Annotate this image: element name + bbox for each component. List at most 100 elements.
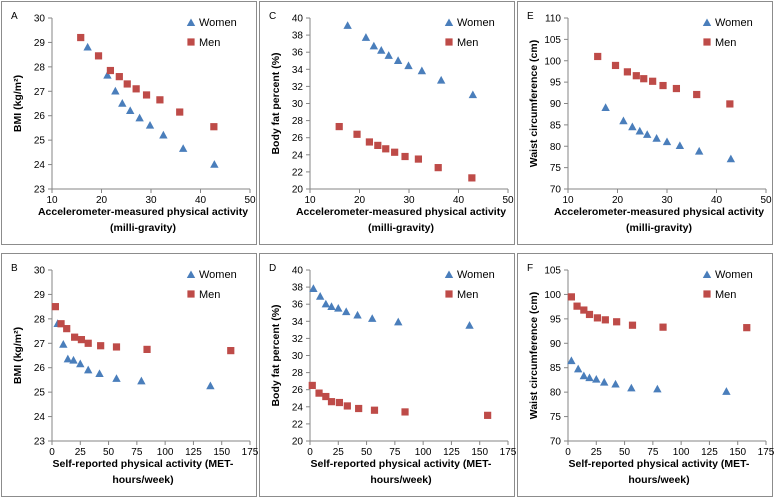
x-tick-label: 50: [619, 447, 631, 458]
legend-women-label: Women: [457, 269, 495, 281]
y-axis-title: Waist circumference (cm): [528, 40, 540, 167]
y-tick-label: 22: [292, 419, 304, 430]
x-tick-label: 20: [612, 195, 624, 206]
y-tick-label: 30: [34, 14, 46, 25]
x-tick-label: 50: [244, 195, 256, 206]
x-tick-label: 40: [453, 195, 465, 206]
men-data-point: [365, 138, 373, 146]
y-tick-label: 25: [34, 136, 46, 147]
men-data-point: [623, 68, 631, 76]
legend-men-label: Men: [457, 37, 478, 49]
men-data-point: [353, 130, 361, 138]
men-data-point: [227, 347, 235, 355]
women-data-point: [369, 41, 379, 50]
women-data-point: [643, 130, 652, 138]
women-data-point: [585, 373, 594, 382]
y-axis-title: Waist circumference (cm): [528, 292, 540, 419]
women-data-point: [69, 355, 78, 364]
y-tick-label: 105: [544, 266, 561, 277]
panel-d: D 20 22 24 26 28 30 32 34 36 38 40 0 25 50 75 100 125 150 1…: [259, 253, 516, 497]
x-tick-label: 30: [661, 195, 673, 206]
x-tick-label: 100: [415, 447, 432, 458]
panel-f: F 70 75 80 85 90 95 100 105 0 25 50 75 100 125 150 175 Se…: [517, 253, 774, 497]
y-axis-title: Body fat percent (%): [270, 52, 282, 154]
men-data-point: [143, 345, 151, 353]
x-tick-label: 75: [131, 447, 143, 458]
y-tick-label: 28: [34, 62, 46, 73]
women-data-point: [342, 307, 351, 316]
y-tick-label: 30: [292, 351, 304, 362]
women-data-point: [384, 51, 393, 59]
x-tick-label: 25: [591, 447, 603, 458]
women-data-point: [353, 310, 362, 319]
y-tick-label: 90: [550, 99, 562, 110]
men-data-point: [142, 91, 151, 99]
x-tick-label: 25: [333, 447, 345, 458]
panel-b: B 23 24 25 26 27 28 29 30 0 25 50 75 100 125 150 175 Self…: [1, 253, 258, 497]
x-tick-label: 10: [304, 195, 316, 206]
women-data-point: [59, 340, 68, 348]
legend-men-label: Men: [199, 37, 220, 49]
y-tick-label: 28: [34, 314, 46, 325]
men-data-point: [374, 141, 382, 149]
x-tick-label: 50: [760, 195, 772, 206]
women-data-point: [417, 66, 427, 75]
y-tick-label: 30: [292, 99, 304, 110]
y-tick-label: 25: [34, 388, 46, 399]
x-axis-title-line2: (milli-gravity): [110, 222, 176, 234]
men-data-point: [585, 310, 594, 319]
men-data-point: [401, 408, 409, 416]
y-tick-label: 30: [34, 266, 46, 277]
women-data-point: [135, 113, 144, 122]
x-tick-label: 150: [213, 447, 230, 458]
y-tick-label: 24: [292, 150, 304, 161]
legend-women-label: Women: [199, 269, 237, 281]
women-data-point: [334, 303, 343, 312]
y-axis-title: Body fat percent (%): [270, 304, 282, 406]
women-data-point: [377, 45, 386, 54]
x-tick-label: 50: [502, 195, 514, 206]
legend-women-label: Women: [715, 17, 753, 29]
men-data-point: [594, 52, 602, 61]
y-tick-label: 75: [550, 163, 562, 174]
y-tick-label: 110: [545, 14, 561, 25]
x-axis-title-line1: Self-reported physical activity (MET-: [569, 458, 750, 470]
x-tick-label: 125: [185, 447, 202, 458]
men-data-point: [327, 398, 336, 406]
panel-letter: A: [11, 11, 18, 22]
y-axis-title: BMI (kg/m²): [12, 327, 24, 384]
women-data-point: [393, 56, 403, 64]
legend-women-label: Women: [457, 17, 495, 29]
x-tick-label: 0: [565, 447, 571, 458]
y-tick-label: 20: [292, 437, 304, 448]
women-data-point: [368, 314, 377, 322]
chart-svg: A 23 24 25 26 27 28 29 30 10 20 30 40 50Accelerometer…: [11, 11, 256, 234]
y-tick-label: 29: [34, 290, 46, 301]
y-tick-label: 24: [34, 412, 46, 423]
legend-women-label: Women: [715, 269, 753, 281]
men-data-point: [343, 402, 351, 410]
women-data-point: [103, 70, 112, 79]
women-data-point: [95, 369, 104, 378]
women-data-point: [662, 137, 672, 146]
x-axis-title-line1: Accelerometer-measured physical activity: [296, 206, 506, 218]
women-data-point: [726, 154, 736, 163]
men-data-point: [640, 75, 648, 83]
y-tick-label: 26: [292, 385, 304, 396]
y-tick-label: 26: [34, 363, 46, 374]
men-data-point: [322, 392, 330, 401]
men-data-point: [112, 343, 121, 351]
women-data-point: [63, 354, 73, 363]
women-data-point: [465, 321, 474, 329]
y-tick-label: 105: [544, 35, 561, 46]
y-tick-label: 36: [292, 300, 304, 311]
x-tick-label: 20: [354, 195, 366, 206]
y-tick-label: 70: [550, 437, 562, 448]
men-data-point: [613, 318, 621, 326]
women-data-point: [83, 42, 92, 51]
men-data-point: [210, 123, 218, 131]
men-data-point: [84, 339, 92, 347]
chart-svg: F 70 75 80 85 90 95 100 105 0 25 50 75 100 125 150 175 Se…: [527, 263, 774, 486]
x-tick-label: 75: [389, 447, 401, 458]
legend-men-label: Men: [715, 37, 736, 49]
